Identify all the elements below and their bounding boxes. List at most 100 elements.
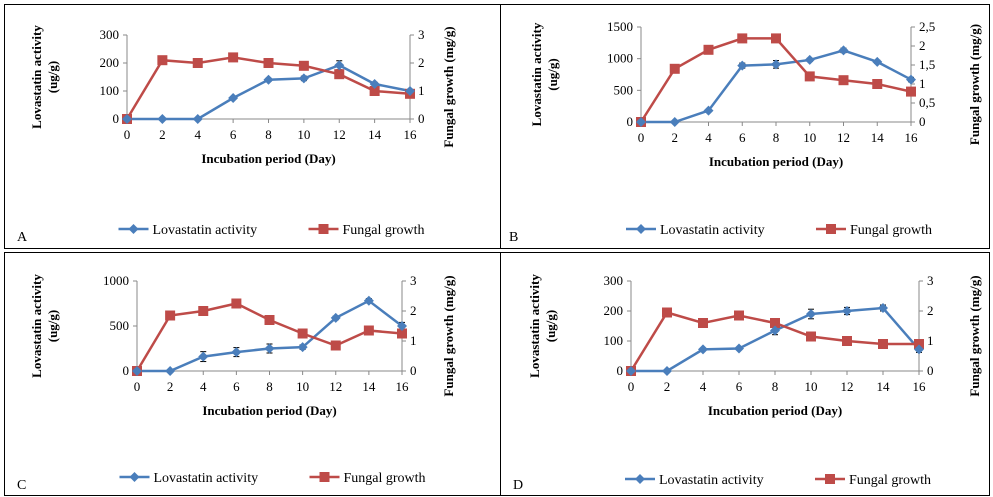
y-right-axis-title: Fungal growth (mg/g) [967,24,982,145]
fungal-point [734,310,744,321]
chart-b-svg: 0 500 1000 1500 0 0,5 1 1,5 2 2,5 0 2 4 6 8 10 12 14 16 Inc… [509,19,982,245]
fungal-point [263,58,274,68]
lovastatin-point [906,74,916,85]
x-axis-title: Incubation period (Day) [201,151,335,166]
x-tick-label: 10 [296,379,309,394]
lovastatin-point [872,56,883,67]
y-left-tick-label: 1000 [607,51,633,66]
y-right-tick-label: 0 [418,111,425,126]
lovastatin-point [165,366,176,376]
x-tick-label: 8 [773,130,780,145]
x-tick-label: 12 [841,379,854,394]
y-left-tick-label: 100 [604,333,624,348]
y-right-tick-label: 1 [919,76,926,91]
y-right-tick-label: 2,5 [919,19,935,34]
x-tick-label: 8 [265,127,272,142]
legend-fungal-marker [825,474,835,484]
x-tick-label: 16 [905,130,919,145]
y-right-tick-label: 1 [927,333,934,348]
x-tick-label: 14 [877,379,891,394]
lovastatin-point [838,45,849,56]
lovastatin-point [806,309,816,319]
fungal-point [363,325,374,336]
y-right-tick-label: 2 [927,303,934,318]
x-tick-label: 16 [396,379,410,394]
lovastatin-point [397,321,407,331]
legend-fungal-label: Fungal growth [344,471,426,486]
fungal-point [165,310,176,321]
y-left-tick-label: 0 [617,363,624,378]
y-right-tick-label: 3 [927,273,934,288]
y-left-axis-title: Lovastatin activity [529,22,544,126]
x-axis-title: Incubation period (Day) [709,154,843,169]
x-tick-label: 16 [404,127,418,142]
panel-letter-d: D [513,478,523,493]
fungal-point [669,63,680,74]
lovastatin-series-line [137,299,403,373]
lovastatin-point [770,325,780,336]
lovastatin-point [914,344,924,355]
y-right-axis-title: Fungal growth (mg/g) [441,275,456,396]
lovastatin-point [297,342,308,353]
y-left-tick-label: 200 [100,55,120,70]
lovastatin-point [804,54,815,65]
y-right-tick-label: 0 [927,363,934,378]
lovastatin-point [737,60,748,71]
legend-fungal-marker [826,224,836,234]
x-tick-label: 2 [159,127,166,142]
legend-lovastatin-marker [635,474,645,484]
fungal-point [737,33,748,44]
legend-lovastatin-label: Lovastatin activity [153,223,258,238]
lovastatin-point [192,114,203,124]
lovastatin-point [132,366,142,376]
y-left-tick-label: 500 [110,318,130,333]
fungal-series-line [639,37,912,123]
x-tick-label: 12 [837,130,850,145]
y-left-tick-label: 1500 [607,19,633,34]
x-tick-label: 0 [134,379,141,394]
y-left-tick-label: 1000 [103,273,129,288]
legend-fungal-label: Fungal growth [849,473,931,488]
y-right-tick-label: 0 [919,114,926,129]
lovastatin-point [771,59,781,70]
lovastatin-point [636,117,646,127]
x-tick-label: 6 [739,130,746,145]
fungal-point [703,44,714,55]
fungal-point [231,298,242,309]
fungal-point [804,71,815,82]
lovastatin-point [264,343,275,354]
y-right-tick-label: 2 [919,38,926,53]
lovastatin-point [405,86,415,96]
y-right-tick-label: 3 [418,27,425,42]
fungal-point [369,86,380,96]
x-tick-label: 0 [628,379,635,394]
y-left-axis-title: Lovastatin activity [29,25,44,129]
chart-panel-b: 0 500 1000 1500 0 0,5 1 1,5 2 2,5 0 2 4 6 8 10 12 14 16 Inc… [500,4,990,249]
fungal-point [192,58,203,68]
y-right-tick-label: 3 [410,273,417,288]
y-right-tick-label: 0,5 [919,95,935,110]
chart-panel-d: 0 100 200 300 0 1 2 3 0 2 4 6 8 10 12 14 16 Incubation pe… [500,252,990,496]
lovastatin-series-line [127,63,411,121]
y-left-axis-title: Lovastatin activity [29,274,44,378]
y-left-axis-title: Lovastatin activity [527,274,542,378]
y-right-axis-title: Fungal growth (mg/g) [441,26,456,147]
lovastatin-point [198,351,209,362]
x-tick-label: 12 [333,127,346,142]
x-tick-label: 8 [772,379,779,394]
lovastatin-point [842,306,852,316]
x-tick-label: 14 [368,127,382,142]
x-tick-label: 10 [803,130,816,145]
x-axis-title: Incubation period (Day) [202,403,336,418]
fungal-point [334,69,345,80]
y-right-tick-label: 0 [410,363,417,378]
y-right-axis-title: Fungal growth (mg/g) [967,275,982,396]
x-tick-label: 0 [638,130,645,145]
x-tick-label: 4 [195,127,202,142]
lovastatin-point [122,114,132,124]
x-tick-label: 6 [233,379,240,394]
lovastatin-point [878,303,888,313]
